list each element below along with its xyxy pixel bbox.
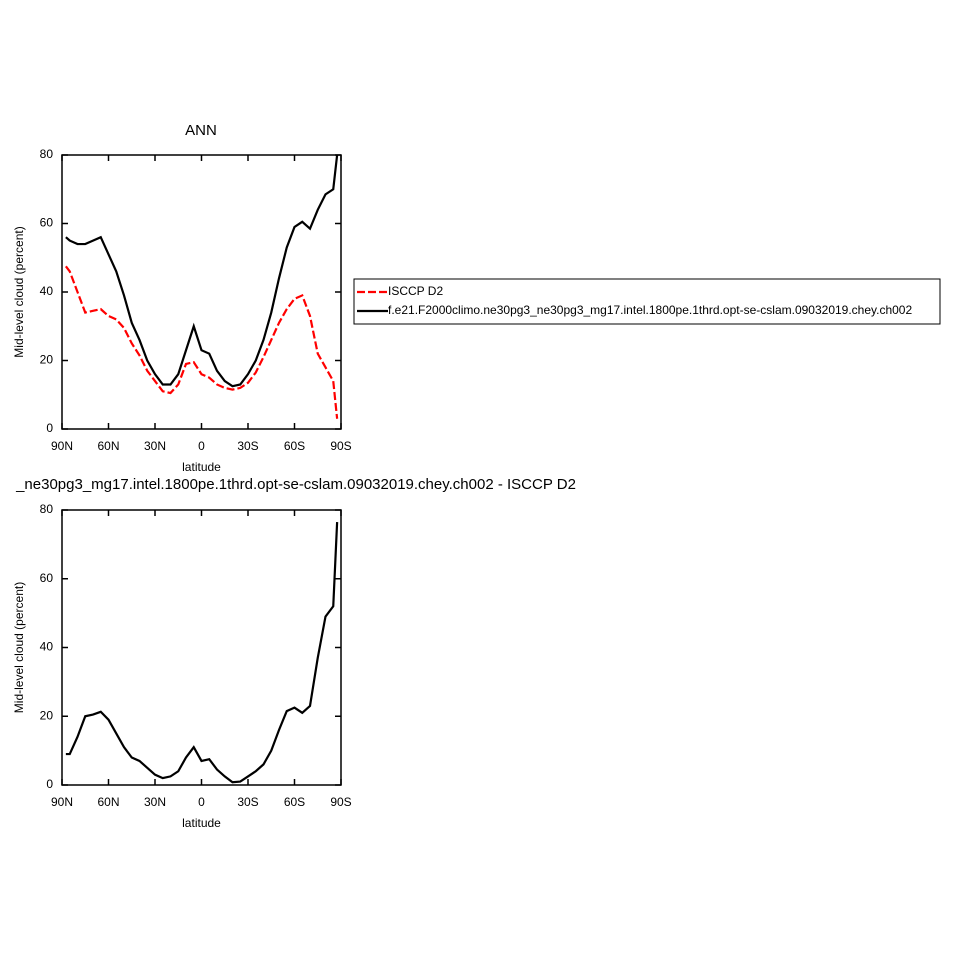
y-tick-label: 40 [40,284,54,298]
y-tick-label: 40 [40,640,54,654]
legend-label: f.e21.F2000climo.ne30pg3_ne30pg3_mg17.in… [388,303,912,317]
legend-box [353,278,941,325]
plot-frame [61,509,342,786]
y-tick-label: 80 [40,147,54,161]
x-tick-label: 60N [97,439,119,453]
x-axis-label: latitude [182,816,221,830]
x-tick-label: 30S [237,439,258,453]
y-tick-label: 80 [40,502,54,516]
x-tick-label: 90N [51,439,73,453]
x-axis-label: latitude [182,460,221,474]
x-tick-label: 90S [330,795,351,809]
y-tick-label: 20 [40,353,54,367]
x-tick-label: 30S [237,795,258,809]
y-axis-label: Mid-level cloud (percent) [12,226,26,357]
x-tick-label: 90N [51,795,73,809]
x-tick-label: 90S [330,439,351,453]
legend-label: ISCCP D2 [388,284,443,298]
y-tick-label: 0 [46,421,53,435]
y-tick-label: 60 [40,571,54,585]
y-axis-label: Mid-level cloud (percent) [12,582,26,713]
chart-title: _ne30pg3_mg17.intel.1800pe.1thrd.opt-se-… [15,476,576,493]
data-line [65,154,339,388]
plot-frame [61,154,342,430]
x-tick-label: 60S [284,795,305,809]
x-tick-label: 60S [284,439,305,453]
x-tick-label: 30N [144,795,166,809]
y-tick-label: 0 [46,777,53,791]
data-line [65,521,339,784]
x-tick-label: 30N [144,439,166,453]
chart-title: ANN [185,122,217,139]
x-tick-label: 60N [97,795,119,809]
y-tick-label: 20 [40,708,54,722]
data-line [64,265,339,419]
x-tick-label: 0 [198,795,205,809]
y-tick-label: 60 [40,216,54,230]
x-tick-label: 0 [198,439,205,453]
